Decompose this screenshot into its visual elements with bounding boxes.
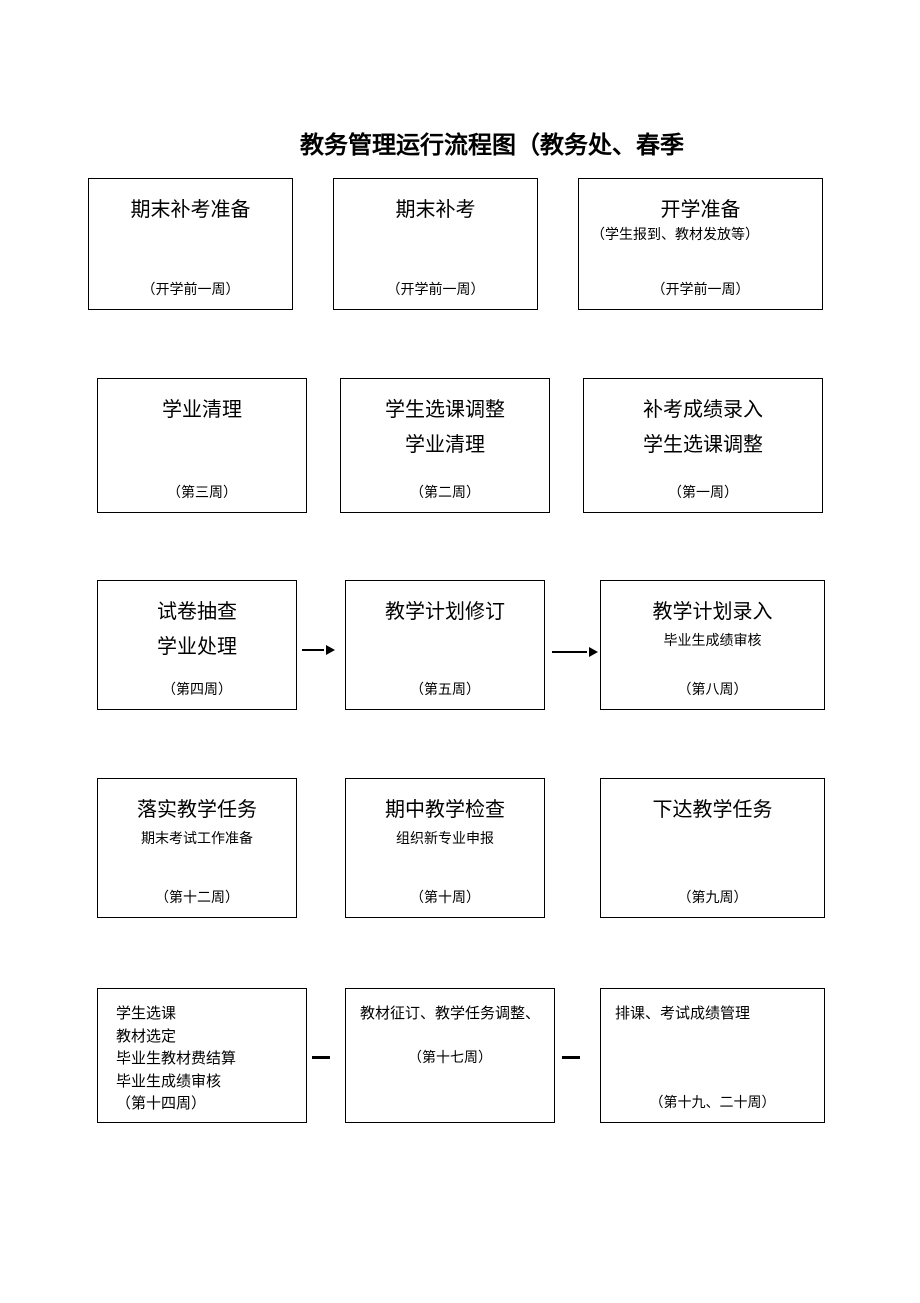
node-title: 教学计划录入 (653, 595, 773, 624)
flowchart-node-n15: 排课、考试成绩管理 （第十九、二十周） (600, 988, 825, 1123)
node-sub-mid: 期末考试工作准备 (141, 828, 253, 848)
node-title: 学生选课调整 (385, 393, 505, 422)
flowchart-node-n7: 试卷抽查学业处理 （第四周） (97, 580, 297, 710)
flowchart-node-n11: 期中教学检查组织新专业申报 （第十周） (345, 778, 545, 918)
arrow-right (552, 647, 598, 657)
node-timing: （第二周） (341, 482, 549, 502)
page-title: 教务管理运行流程图（教务处、春季 (300, 125, 684, 160)
node-timing: （第五周） (346, 679, 544, 699)
node-title: 期末补考准备 (131, 193, 251, 222)
flowchart-node-n12: 下达教学任务 （第九周） (600, 778, 825, 918)
flowchart-node-n13: 学生选课教材选定毕业生教材费结算毕业生成绩审核（第十四周） (97, 988, 307, 1123)
node-title2: 学生选课调整 (643, 428, 763, 457)
node-line: （第十四周） (116, 1093, 206, 1116)
flowchart-node-n8: 教学计划修订 （第五周） (345, 580, 545, 710)
arrow-head-icon (326, 645, 335, 655)
node-timing: （第三周） (98, 482, 306, 502)
flowchart-node-n14: 教材征订、教学任务调整、 （第十七周） (345, 988, 555, 1123)
node-title: 落实教学任务 (137, 793, 257, 822)
node-sub-mid: 毕业生成绩审核 (664, 630, 762, 650)
node-line: 教材选定 (116, 1026, 176, 1049)
node-timing: （第十周） (346, 887, 544, 907)
arrow-shaft (302, 649, 324, 651)
arrow-shaft (552, 651, 587, 653)
arrow-head-icon (589, 647, 598, 657)
flowchart-node-n4: 学业清理 （第三周） (97, 378, 307, 513)
node-title: 学业清理 (162, 393, 242, 422)
node-line: 毕业生成绩审核 (116, 1071, 221, 1094)
node-title: 排课、考试成绩管理 (601, 999, 824, 1026)
flowchart-node-n2: 期末补考 （开学前一周） (333, 178, 538, 310)
node-timing: （第八周） (601, 679, 824, 699)
arrow-right (302, 645, 335, 655)
node-title: 下达教学任务 (653, 793, 773, 822)
node-line: 学生选课 (116, 1003, 176, 1026)
flowchart-node-n1: 期末补考准备 （开学前一周） (88, 178, 293, 310)
flowchart-node-n6: 补考成绩录入学生选课调整 （第一周） (583, 378, 823, 513)
flowchart-node-n9: 教学计划录入毕业生成绩审核 （第八周） (600, 580, 825, 710)
node-timing: （开学前一周） (89, 279, 292, 299)
node-title: 教材征订、教学任务调整、 (346, 999, 554, 1026)
node-timing: （第十二周） (98, 887, 296, 907)
node-timing: （开学前一周） (334, 279, 537, 299)
node-line: 毕业生教材费结算 (116, 1048, 236, 1071)
node-title2: 学业处理 (157, 630, 237, 659)
node-title2: 学业清理 (405, 428, 485, 457)
node-title: 补考成绩录入 (643, 393, 763, 422)
node-title: 试卷抽查 (157, 595, 237, 624)
node-title: 开学准备 (661, 193, 741, 222)
connector-dash (562, 1056, 580, 1059)
node-timing: （第四周） (98, 679, 296, 699)
connector-dash (312, 1056, 330, 1059)
node-timing: （第九周） (601, 887, 824, 907)
node-title: 期中教学检查 (385, 793, 505, 822)
node-sub-mid: 组织新专业申报 (396, 828, 494, 848)
flowchart-node-n10: 落实教学任务期末考试工作准备 （第十二周） (97, 778, 297, 918)
node-timing: （第十九、二十周） (601, 1092, 824, 1112)
node-timing: （开学前一周） (579, 279, 822, 299)
node-timing: （第一周） (584, 482, 822, 502)
node-title: 教学计划修订 (385, 595, 505, 624)
flowchart-node-n5: 学生选课调整学业清理 （第二周） (340, 378, 550, 513)
flowchart-node-n3: 开学准备 （学生报到、教材发放等） （开学前一周） (578, 178, 823, 310)
node-subtitle: （学生报到、教材发放等） (579, 226, 822, 246)
node-timing: （第十七周） (346, 1047, 554, 1067)
node-title: 期末补考 (396, 193, 476, 222)
